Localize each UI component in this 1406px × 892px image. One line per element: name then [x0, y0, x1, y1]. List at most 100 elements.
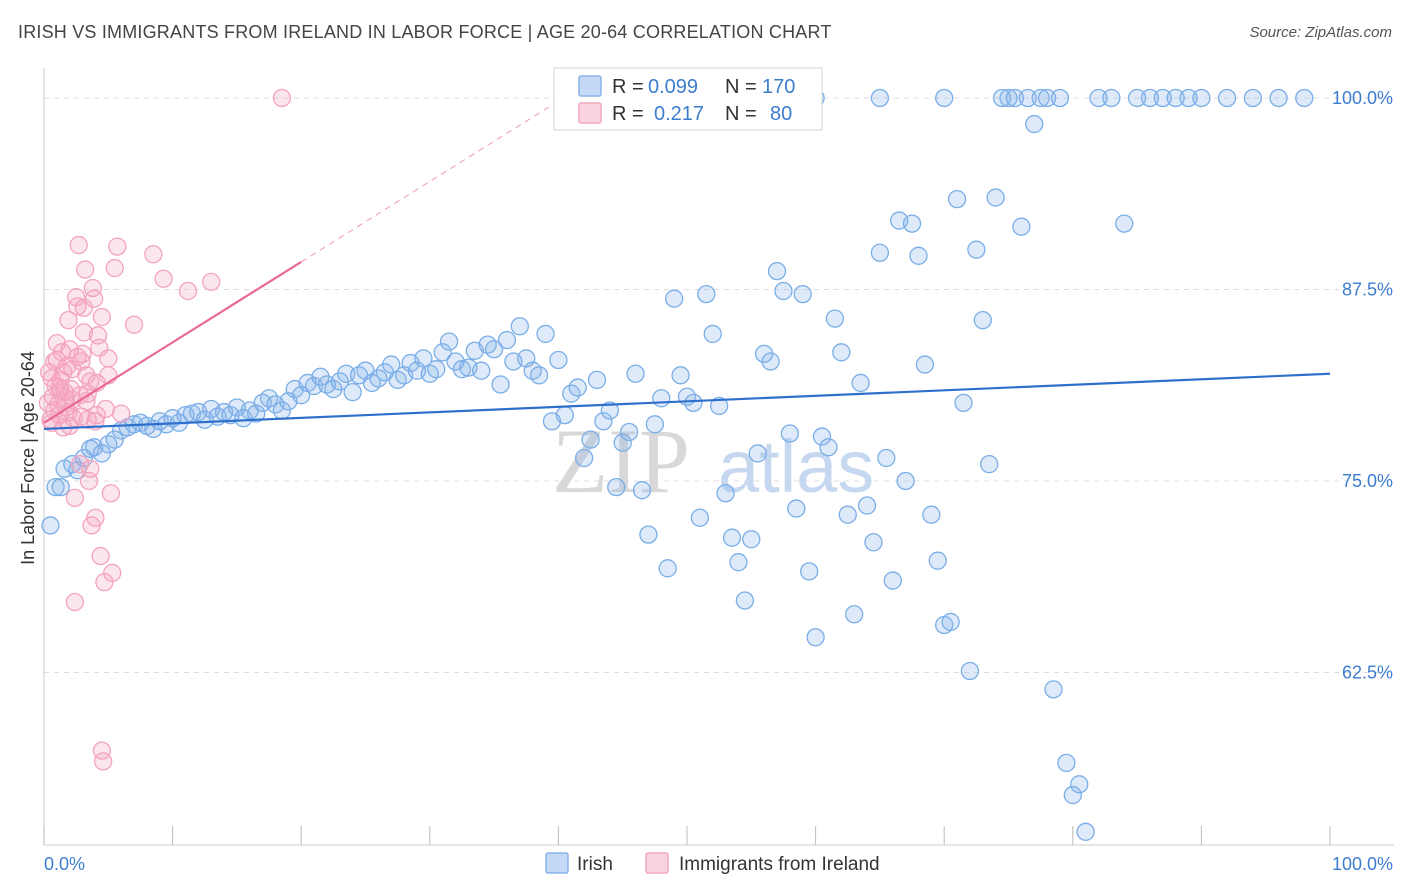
chart-title: IRISH VS IMMIGRANTS FROM IRELAND IN LABO… — [18, 22, 832, 42]
legend-box: R = 0.099 N = 170 R = 0.217 N = 80 — [553, 67, 823, 131]
point-irish-72 — [497, 330, 517, 350]
point-irish-33 — [247, 404, 266, 423]
point-ireland-22 — [68, 297, 87, 316]
point-irish-101 — [684, 393, 703, 413]
point-ireland-20 — [65, 488, 85, 508]
point-irish-132 — [883, 571, 902, 590]
point-irish-130 — [870, 243, 890, 262]
x-tick-label-1: 100.0% — [1332, 854, 1393, 874]
point-ireland-52 — [144, 245, 163, 264]
point-irish-99 — [671, 366, 690, 385]
point-ireland-56 — [272, 88, 292, 108]
point-ireland-49 — [108, 237, 127, 256]
y-tick-label-1: 75.0% — [1342, 471, 1393, 491]
point-irish-174 — [1269, 88, 1288, 108]
legend-r-label-2: R = — [612, 103, 644, 125]
point-irish-154 — [1025, 114, 1044, 134]
point-irish-159 — [1057, 753, 1076, 773]
point-irish-70 — [484, 340, 504, 359]
point-irish-142 — [947, 189, 967, 209]
point-irish-89 — [607, 477, 626, 497]
trend-lines — [43, 100, 1331, 431]
legend-n-label-2: N = — [725, 103, 757, 125]
legend-swatch-ireland — [578, 102, 602, 124]
point-irish-104 — [703, 324, 722, 344]
point-irish-152 — [1012, 217, 1031, 236]
point-irish-136 — [909, 246, 928, 265]
point-irish-94 — [639, 525, 658, 544]
point-irish-68 — [472, 361, 491, 380]
point-irish-117 — [787, 499, 806, 518]
legend-n-value-2: 80 — [770, 103, 792, 125]
point-irish-61 — [427, 360, 446, 379]
point-irish-127 — [851, 373, 870, 393]
point-irish-128 — [857, 496, 877, 515]
point-ireland-61 — [60, 340, 79, 359]
point-irish-121 — [812, 427, 832, 446]
point-irish-129 — [864, 533, 883, 552]
series-irish — [41, 88, 1314, 841]
point-irish-90 — [613, 433, 632, 452]
point-irish-125 — [838, 505, 857, 524]
point-irish-139 — [928, 551, 947, 570]
point-irish-146 — [973, 310, 992, 330]
point-irish-105 — [710, 396, 729, 416]
trend-line-ireland — [43, 260, 302, 424]
point-irish-116 — [780, 424, 800, 443]
point-ireland-42 — [94, 752, 113, 771]
point-irish-156 — [1037, 88, 1057, 108]
bottom-legend-label-ireland: Immigrants from Ireland — [679, 854, 880, 875]
point-irish-77 — [529, 366, 549, 385]
bottom-legend-swatch-ireland — [645, 852, 669, 874]
point-irish-145 — [967, 240, 986, 259]
point-ireland-68 — [99, 349, 118, 368]
point-irish-161 — [1070, 775, 1089, 794]
point-irish-149 — [992, 88, 1012, 108]
point-ireland-15 — [59, 310, 78, 330]
legend-n-label-1: N = — [725, 76, 757, 98]
point-ireland-43 — [95, 572, 114, 592]
point-irish-169 — [1166, 88, 1185, 108]
point-ireland-27 — [74, 323, 94, 342]
point-irish-122 — [819, 438, 838, 457]
point-irish-135 — [902, 214, 922, 233]
legend-r-value-1: 0.099 — [648, 76, 698, 98]
point-irish-48 — [343, 382, 362, 402]
point-irish-83 — [568, 378, 587, 397]
point-irish-150 — [999, 88, 1018, 108]
point-irish-114 — [767, 261, 787, 281]
point-irish-119 — [800, 562, 819, 581]
point-ireland-62 — [65, 592, 85, 612]
y-tick-label-0: 62.5% — [1342, 663, 1393, 683]
point-irish-86 — [587, 370, 607, 390]
point-irish-158 — [1050, 88, 1070, 108]
point-ireland-35 — [85, 289, 104, 308]
bottom-legend-swatch-irish — [545, 852, 569, 874]
point-irish-11 — [105, 430, 124, 449]
point-ireland-37 — [87, 405, 106, 425]
bottom-legend: Irish Immigrants from Ireland — [545, 852, 880, 875]
tick-labels: 62.5% 75.0% 87.5% 100.0% 0.0% 100.0% — [44, 88, 1393, 874]
point-irish-138 — [922, 505, 941, 524]
point-irish-167 — [1140, 88, 1160, 108]
point-irish-165 — [1115, 214, 1134, 233]
legend-swatch-irish — [578, 75, 602, 97]
legend-r-value-2: 0.217 — [654, 103, 704, 125]
point-ireland-47 — [103, 563, 122, 583]
point-irish-137 — [915, 355, 935, 374]
point-irish-153 — [1018, 88, 1037, 108]
point-irish-173 — [1243, 88, 1262, 108]
point-irish-124 — [832, 343, 851, 362]
point-ireland-76 — [51, 381, 70, 400]
watermark: ZIP atlas — [552, 410, 874, 512]
point-ireland-53 — [154, 269, 173, 288]
point-irish-163 — [1089, 88, 1108, 108]
point-irish-151 — [1005, 88, 1025, 108]
point-irish-92 — [626, 364, 645, 383]
point-irish-143 — [954, 393, 973, 413]
point-irish-108 — [729, 553, 748, 572]
point-irish-2 — [51, 477, 70, 497]
point-irish-120 — [806, 628, 825, 647]
point-ireland-24 — [70, 454, 90, 474]
point-irish-98 — [664, 289, 684, 308]
